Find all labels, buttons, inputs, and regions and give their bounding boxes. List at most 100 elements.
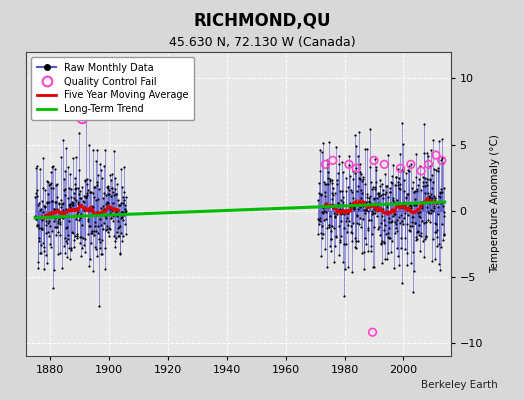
Point [386,235,394,242]
Point [364,225,372,232]
Point [94,186,103,193]
Point [94,229,102,236]
Point [402,194,410,200]
Point [345,161,353,168]
Point [77,195,85,201]
Point [428,258,436,264]
Point [368,207,376,214]
Point [339,199,347,205]
Point [42,199,51,205]
Point [419,220,428,226]
Point [429,236,438,242]
Point [341,209,349,216]
Point [68,200,76,206]
Point [46,241,54,247]
Point [52,224,61,230]
Point [90,212,99,218]
Point [44,191,52,197]
Point [110,232,118,239]
Point [407,214,416,220]
Point [93,253,102,259]
Point [331,214,340,220]
Point [92,197,101,203]
Point [399,140,408,147]
Point [430,166,439,172]
Point [63,254,71,260]
Point [55,216,63,222]
Point [355,161,364,167]
Point [385,224,393,231]
Point [84,231,92,238]
Point [329,157,337,164]
Point [40,203,48,209]
Point [335,236,344,243]
Point [436,186,445,192]
Point [368,201,377,208]
Point [36,207,45,213]
Point [396,180,405,187]
Point [314,220,323,227]
Point [424,200,433,206]
Point [105,225,113,232]
Point [54,251,62,258]
Point [49,206,58,212]
Point [402,195,411,201]
Point [99,226,107,232]
Point [39,240,47,246]
Point [100,206,108,212]
Point [416,163,424,169]
Point [104,190,113,197]
Point [53,218,62,225]
Point [351,132,359,138]
Point [349,176,357,182]
Point [391,225,400,232]
Point [318,208,326,215]
Point [356,169,364,175]
Point [390,198,398,205]
Point [439,202,447,209]
Point [37,242,46,248]
Point [389,162,398,169]
Point [62,225,70,232]
Point [352,238,360,244]
Point [120,197,128,204]
Point [49,163,57,170]
Point [315,146,324,153]
Point [111,186,119,192]
Point [439,199,447,205]
Point [36,166,44,172]
Point [429,179,438,185]
Point [40,247,49,254]
Point [329,205,337,211]
Point [390,229,399,236]
Point [117,200,125,206]
Point [413,236,421,242]
Point [338,188,346,194]
Point [384,230,392,236]
Point [323,264,331,271]
Point [386,189,394,195]
Point [434,210,442,217]
Point [100,220,108,226]
Point [417,168,425,174]
Point [53,194,61,200]
Point [321,189,329,195]
Point [98,237,106,244]
Point [436,267,444,273]
Point [79,204,87,210]
Point [118,217,127,224]
Point [96,161,105,168]
Point [403,212,412,218]
Point [51,232,60,239]
Point [31,194,39,201]
Point [117,166,125,172]
Point [398,218,407,224]
Point [52,223,60,230]
Point [337,210,346,217]
Point [387,180,396,186]
Point [120,212,128,218]
Point [428,172,436,178]
Point [104,233,113,239]
Point [370,196,378,203]
Point [408,222,417,229]
